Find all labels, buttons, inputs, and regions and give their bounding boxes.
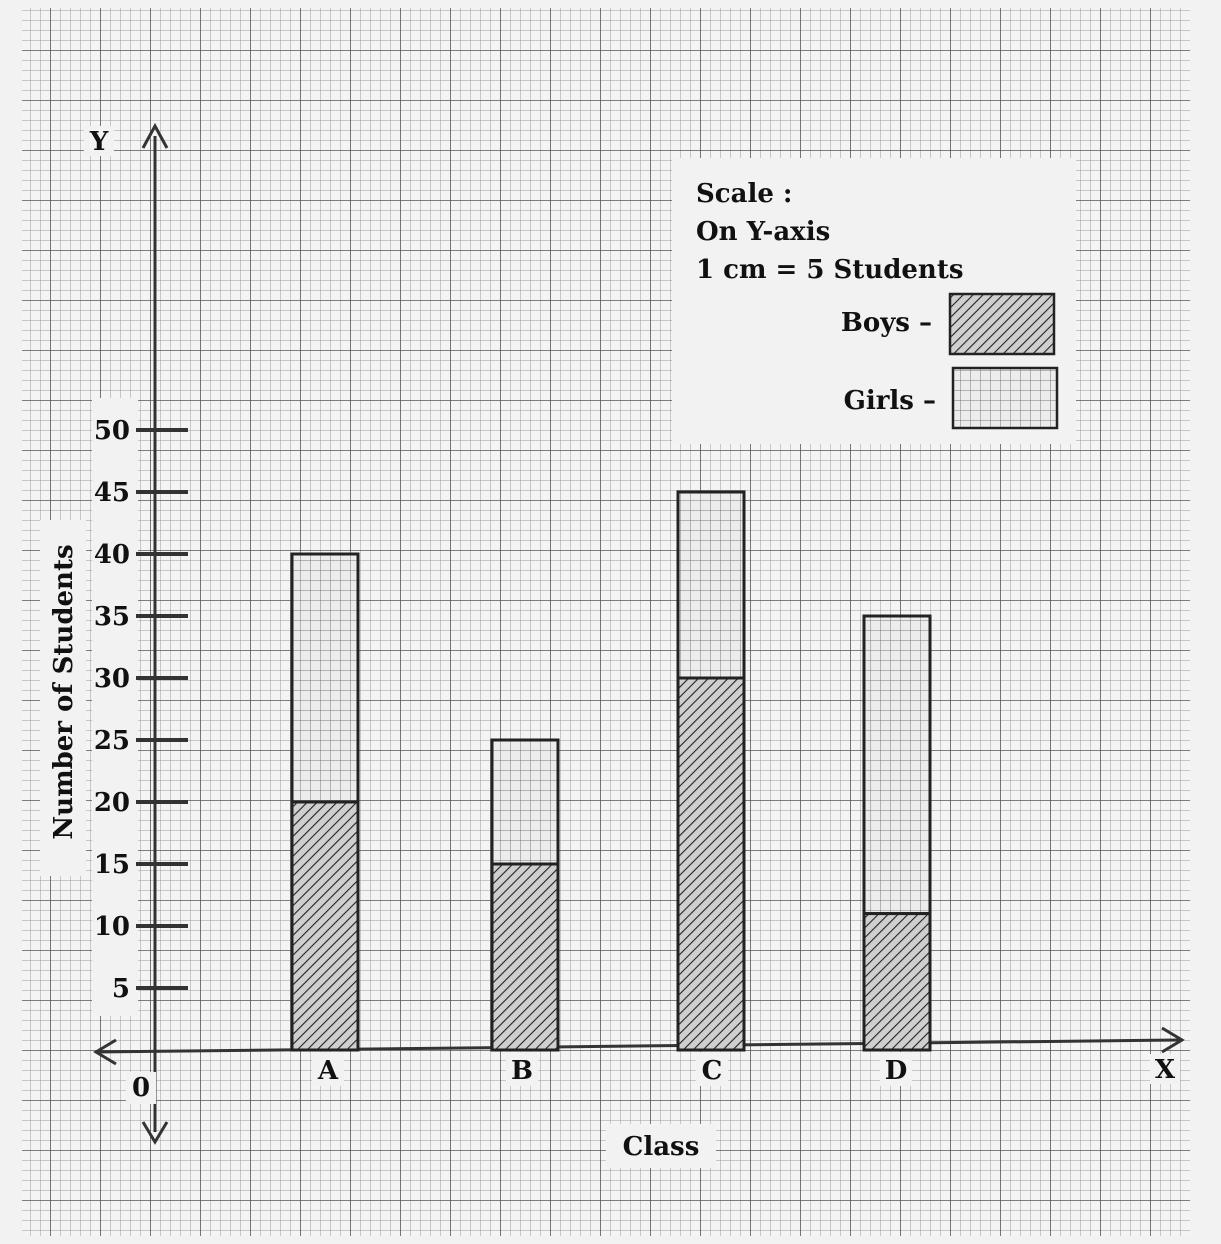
bar-girls-B — [490, 738, 560, 866]
axes — [93, 122, 1185, 1145]
origin-label: 0 — [132, 1073, 150, 1103]
x-tick-label-bg — [696, 1052, 728, 1086]
bar-boys-D — [862, 912, 932, 1052]
y-letter-bg — [84, 126, 114, 156]
x-tick-label-bg — [506, 1052, 538, 1086]
x-tick-label: A — [317, 1056, 339, 1086]
xlabel-bg — [606, 1124, 716, 1168]
legend-scale-axis: On Y-axis — [696, 217, 830, 247]
legend-scale-title: Scale : — [696, 179, 793, 209]
y-axis-arrow-down — [141, 1121, 169, 1145]
y-ticks: 5 10 15 20 25 30 35 40 45 50 — [94, 416, 188, 1004]
y-tick-label: 40 — [94, 540, 130, 570]
y-tick-label: 20 — [94, 788, 130, 818]
legend-boys-label: Boys – — [841, 308, 932, 338]
y-axis-title: Number of Students — [49, 544, 79, 839]
legend-boys-swatch — [948, 292, 1056, 356]
x-axis-letter: X — [1155, 1055, 1176, 1085]
origin-bg — [126, 1072, 156, 1104]
x-tick-label: D — [885, 1056, 908, 1086]
y-tick-label: 10 — [94, 912, 130, 942]
y-tick-label: 50 — [94, 416, 130, 446]
y-axis-letter: Y — [89, 127, 109, 157]
x-letter-bg — [1150, 1054, 1180, 1084]
x-tick-label-bg — [312, 1052, 344, 1086]
x-axis-arrow-right — [1161, 1026, 1185, 1054]
bar-girls-D — [862, 614, 932, 916]
bar-boys-A — [290, 800, 360, 1052]
bar-boys-C — [676, 676, 746, 1052]
y-tick-label: 35 — [94, 602, 130, 632]
y-tick-label: 15 — [94, 850, 130, 880]
x-axis-arrow-left — [93, 1038, 117, 1066]
y-tick-label: 30 — [94, 664, 130, 694]
ylabel-panel — [40, 520, 86, 876]
x-tick-label: C — [702, 1056, 723, 1086]
x-tick-labels: A B C D — [312, 1052, 912, 1086]
bar-boys-B — [490, 862, 560, 1052]
x-tick-label: B — [511, 1056, 533, 1086]
y-tick-label: 25 — [94, 726, 130, 756]
bar-girls-C — [676, 490, 746, 680]
bar-girls-A — [290, 552, 360, 804]
y-tick-label: 45 — [94, 478, 130, 508]
legend-girls-label: Girls – — [844, 386, 936, 416]
x-axis-line — [97, 1038, 1181, 1054]
ytick-panel — [92, 398, 138, 1016]
x-axis-title: Class — [623, 1132, 700, 1162]
y-axis-arrow-up — [141, 122, 169, 149]
x-tick-label-bg — [880, 1052, 912, 1086]
legend: Scale : On Y-axis 1 cm = 5 Students Boys… — [672, 158, 1076, 444]
y-tick-label: 5 — [112, 974, 130, 1004]
bars — [290, 490, 932, 1052]
legend-girls-swatch — [951, 366, 1059, 430]
legend-scale-value: 1 cm = 5 Students — [696, 255, 963, 285]
